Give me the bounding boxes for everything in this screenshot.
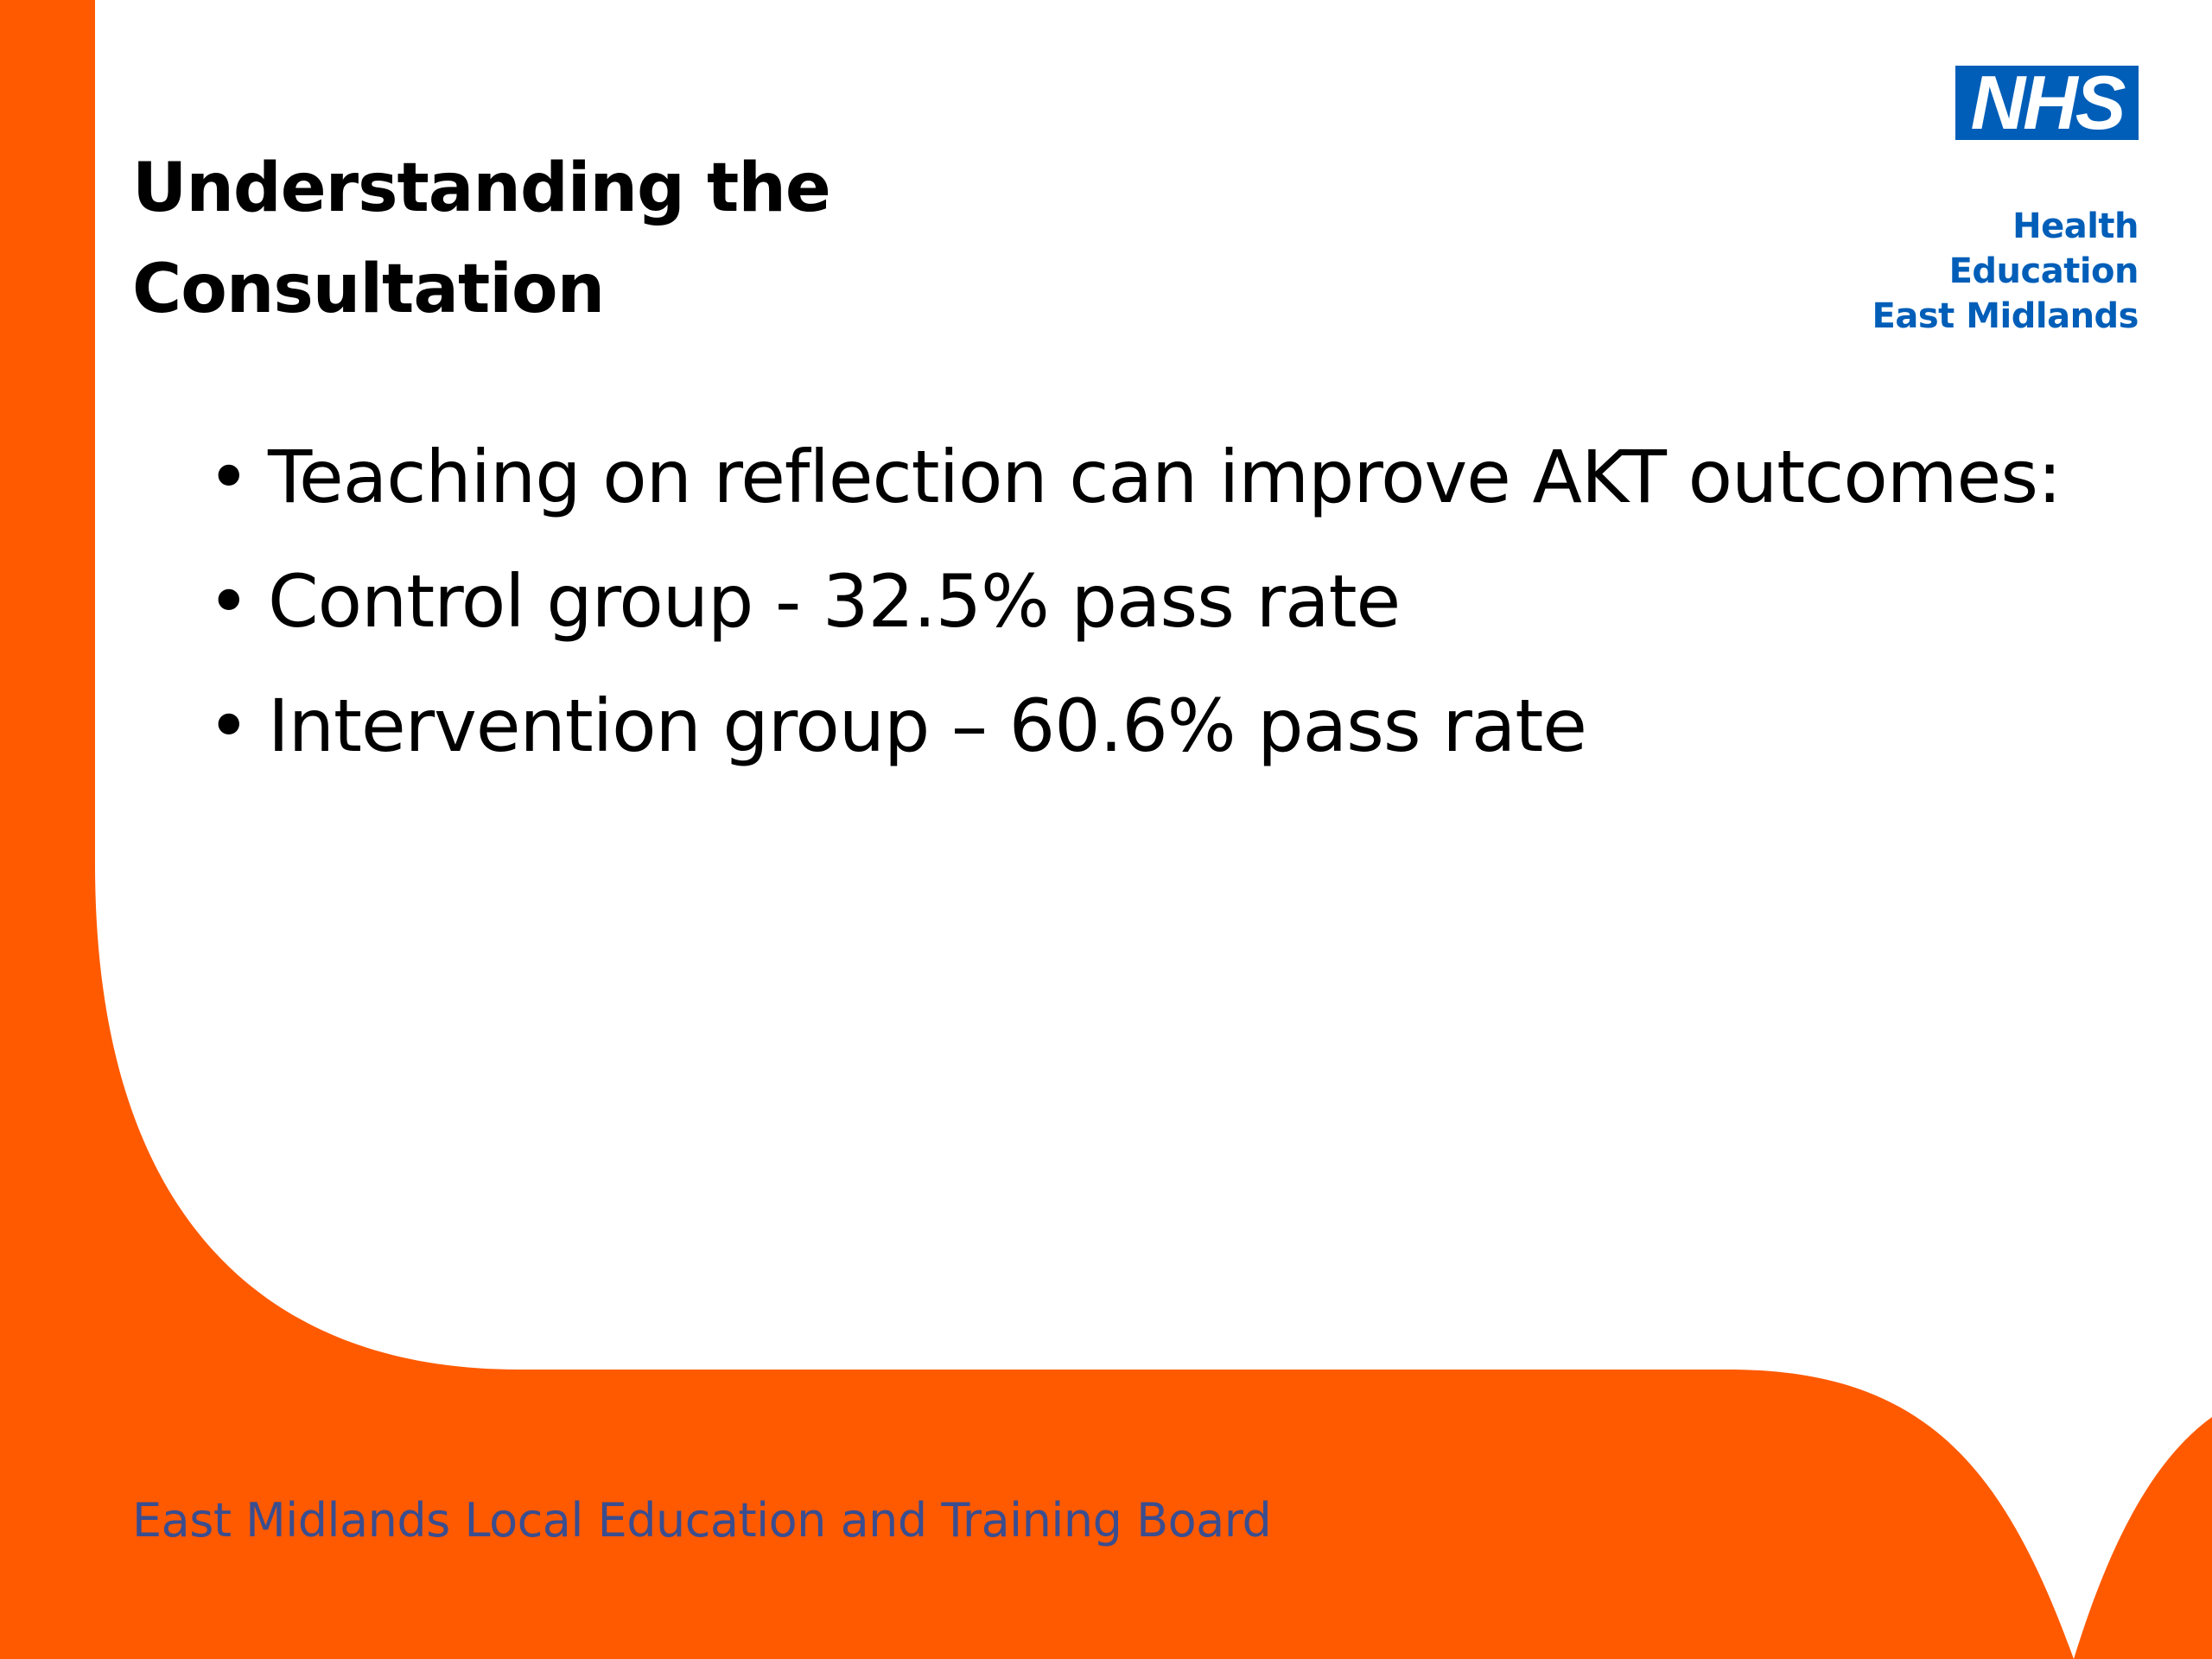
bullet-text: Teaching on reflection can improve AKT o… bbox=[268, 435, 2062, 519]
logo-org-line-2: East Midlands bbox=[1872, 296, 2139, 336]
footer-organisation: East Midlands Local Education and Traini… bbox=[132, 1493, 1272, 1548]
bullet-item: • Intervention group – 60.6% pass rate bbox=[207, 664, 2152, 788]
bullet-text: Control group - 32.5% pass rate bbox=[268, 559, 1401, 644]
slide-title-line-1: Understanding the bbox=[132, 149, 831, 227]
bullet-dot-icon: • bbox=[207, 559, 251, 644]
nhs-logo: NHS Health Education East Midlands bbox=[1827, 65, 2139, 339]
slide-title-line-2: Consultation bbox=[132, 251, 605, 328]
bullet-dot-icon: • bbox=[207, 435, 251, 519]
logo-org-line-1: Health Education bbox=[1948, 207, 2139, 291]
bullet-dot-icon: • bbox=[207, 683, 251, 768]
bullet-text: Intervention group – 60.6% pass rate bbox=[268, 683, 1587, 768]
nhs-logo-mark: NHS bbox=[1955, 65, 2139, 141]
slide-title: Understanding the Consultation bbox=[132, 138, 1083, 340]
bullet-list: • Teaching on reflection can improve AKT… bbox=[207, 415, 2152, 788]
bullet-item: • Teaching on reflection can improve AKT… bbox=[207, 415, 2152, 539]
bullet-item: • Control group - 32.5% pass rate bbox=[207, 539, 2152, 664]
logo-organisation-name: Health Education East Midlands bbox=[1827, 204, 2139, 339]
